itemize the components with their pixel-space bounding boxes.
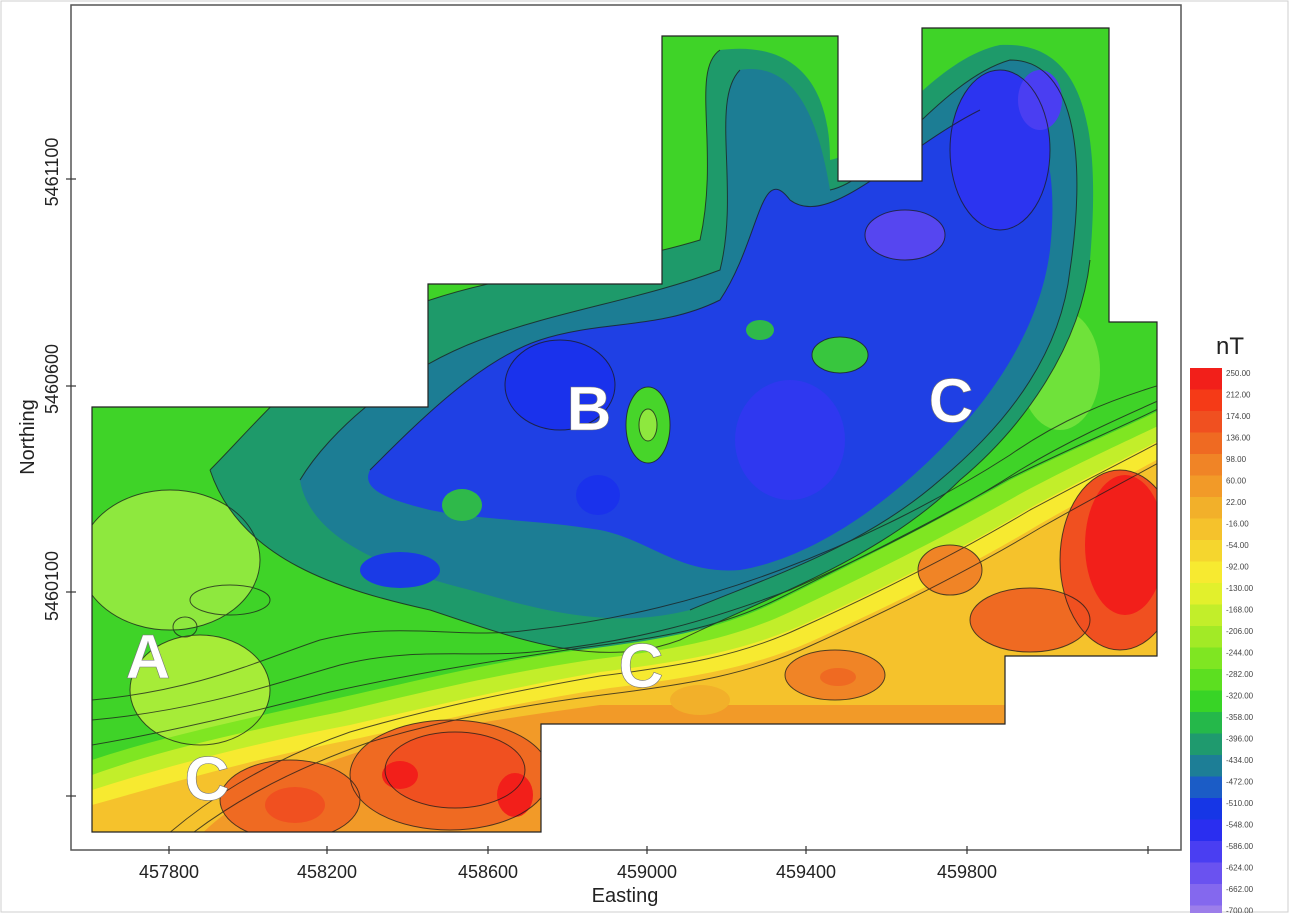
legend-swatch xyxy=(1190,798,1222,820)
legend-value: -244.00 xyxy=(1226,649,1254,658)
legend-swatch xyxy=(1190,819,1222,842)
legend-value: -358.00 xyxy=(1226,713,1254,722)
legend-swatches xyxy=(1190,368,1222,913)
legend-unit-title: nT xyxy=(1216,333,1244,360)
color-scale-legend: nT 250.00 212.00 174.00 136.00 98.00 60.00 22.… xyxy=(1190,333,1254,913)
legend-value: -624.00 xyxy=(1226,864,1254,873)
legend-swatch xyxy=(1190,626,1222,648)
legend-value: -700.00 xyxy=(1226,907,1254,913)
x-tick-label: 458600 xyxy=(458,862,518,882)
y-tick-label: 5460600 xyxy=(42,344,62,414)
legend-swatch xyxy=(1190,411,1222,433)
legend-value: 136.00 xyxy=(1226,434,1251,443)
legend-value: -548.00 xyxy=(1226,821,1254,830)
legend-swatch xyxy=(1190,475,1222,498)
legend-swatch xyxy=(1190,841,1222,863)
legend-swatch xyxy=(1190,776,1222,799)
legend-value: -206.00 xyxy=(1226,627,1254,636)
x-tick-label: 459800 xyxy=(937,862,997,882)
legend-value: -396.00 xyxy=(1226,735,1254,744)
legend-swatch xyxy=(1190,368,1222,390)
legend-swatch xyxy=(1190,755,1222,777)
legend-swatch xyxy=(1190,733,1222,756)
y-axis-ticks xyxy=(66,178,76,797)
legend-swatch xyxy=(1190,604,1222,627)
legend-swatch xyxy=(1190,518,1222,541)
x-tick-label: 457800 xyxy=(139,862,199,882)
legend-value: 174.00 xyxy=(1226,412,1251,421)
survey-outline xyxy=(91,27,1158,833)
legend-value: 98.00 xyxy=(1226,455,1247,464)
legend-swatch xyxy=(1190,712,1222,734)
x-axis-ticks xyxy=(168,846,1149,854)
legend-swatch xyxy=(1190,432,1222,455)
x-tick-label: 458200 xyxy=(297,862,357,882)
legend-swatch xyxy=(1190,454,1222,476)
anomaly-label-b: B xyxy=(567,375,612,444)
legend-value: -434.00 xyxy=(1226,756,1254,765)
x-tick-label: 459000 xyxy=(617,862,677,882)
legend-swatch xyxy=(1190,497,1222,519)
legend-value: 212.00 xyxy=(1226,391,1251,400)
legend-value: -320.00 xyxy=(1226,692,1254,701)
legend-value: -168.00 xyxy=(1226,606,1254,615)
legend-swatch xyxy=(1190,690,1222,713)
anomaly-label-a: A xyxy=(126,623,171,692)
legend-value: -662.00 xyxy=(1226,885,1254,894)
legend-value: -586.00 xyxy=(1226,842,1254,851)
legend-swatch xyxy=(1190,862,1222,885)
x-axis-title: Easting xyxy=(592,885,659,907)
legend-value: 250.00 xyxy=(1226,369,1251,378)
y-axis-title: Northing xyxy=(17,399,39,475)
legend-swatch xyxy=(1190,583,1222,605)
legend-value: -16.00 xyxy=(1226,520,1249,529)
legend-labels: 250.00 212.00 174.00 136.00 98.00 60.00 22.00 -… xyxy=(1226,369,1254,913)
anomaly-label-c: C xyxy=(185,745,230,814)
y-tick-label: 5461100 xyxy=(42,138,62,207)
x-tick-label: 459400 xyxy=(776,862,836,882)
legend-value: 22.00 xyxy=(1226,498,1247,507)
legend-swatch xyxy=(1190,884,1222,906)
legend-value: -92.00 xyxy=(1226,563,1249,572)
anomaly-label-c: C xyxy=(619,632,664,701)
anomaly-label-c: C xyxy=(929,367,974,436)
legend-swatch xyxy=(1190,905,1222,913)
legend-swatch xyxy=(1190,647,1222,670)
legend-swatch xyxy=(1190,669,1222,691)
y-tick-label: 5460100 xyxy=(42,551,62,621)
legend-value: 60.00 xyxy=(1226,477,1247,486)
legend-swatch xyxy=(1190,540,1222,562)
legend-value: -472.00 xyxy=(1226,778,1254,787)
legend-swatch xyxy=(1190,389,1222,412)
legend-value: -130.00 xyxy=(1226,584,1254,593)
legend-value: -282.00 xyxy=(1226,670,1254,679)
legend-value: -54.00 xyxy=(1226,541,1249,550)
legend-value: -510.00 xyxy=(1226,799,1254,808)
legend-swatch xyxy=(1190,561,1222,584)
